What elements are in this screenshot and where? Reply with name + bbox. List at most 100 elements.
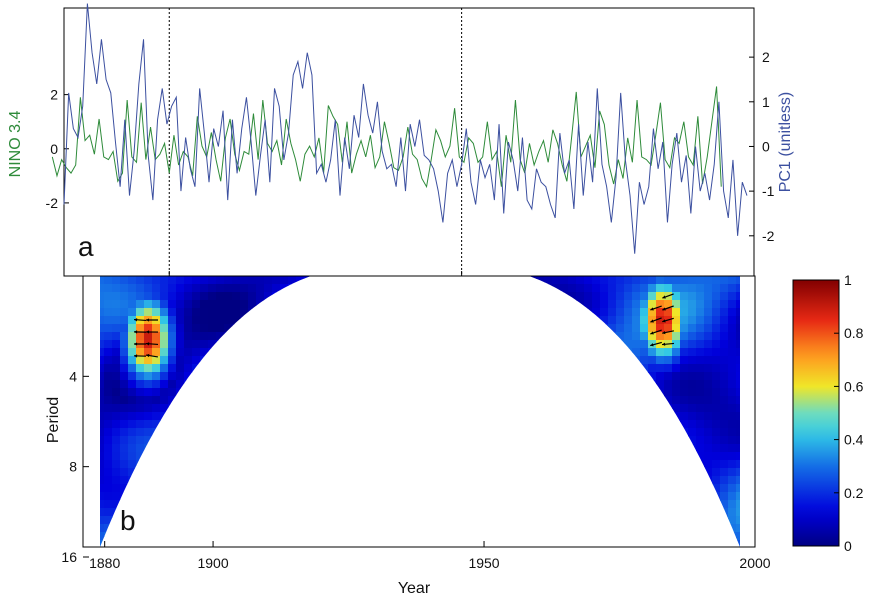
heatmap-cell [376,332,385,341]
heatmap-cell [224,508,233,517]
heatmap-cell [336,372,345,381]
heatmap-cell [520,380,529,389]
heatmap-cell [568,484,577,493]
heatmap-cell [336,436,345,445]
heatmap-cell [256,428,265,437]
heatmap-cell [472,316,481,325]
heatmap-cell [656,476,665,485]
heatmap-cell [480,284,489,293]
heatmap-cell [736,404,740,413]
heatmap-cell [656,308,665,317]
heatmap-cell [648,292,657,301]
heatmap-cell [544,404,553,413]
heatmap-cell [192,428,201,437]
heatmap-cell [440,388,449,397]
heatmap-cell [672,276,681,285]
heatmap-cell [680,324,689,333]
heatmap-cell [144,356,153,365]
heatmap-cell [352,468,361,477]
heatmap-cell [480,276,489,285]
heatmap-cell [528,460,537,469]
heatmap-cell [216,484,225,493]
heatmap-cell [296,444,305,453]
heatmap-cell [224,300,233,309]
heatmap-cell [424,372,433,381]
heatmap-cell [192,348,201,357]
heatmap-cell [728,484,737,493]
heatmap-cell [688,356,697,365]
heatmap-cell [440,500,449,509]
heatmap-cell [576,388,585,397]
heatmap-cell [288,444,297,453]
heatmap-cell [248,300,257,309]
heatmap-cell [608,396,617,405]
heatmap-cell [392,516,401,525]
heatmap-cell [304,516,313,525]
heatmap-cell [128,372,137,381]
heatmap-cell [576,460,585,469]
heatmap-cell [232,340,241,349]
heatmap-cell [680,524,689,533]
heatmap-cell [320,332,329,341]
heatmap-cell [352,452,361,461]
heatmap-cell [104,380,113,389]
phase-arrow [409,486,423,490]
heatmap-cell [360,292,369,301]
heatmap-cell [568,380,577,389]
heatmap-cell [600,476,609,485]
heatmap-cell [688,404,697,413]
heatmap-cell [600,500,609,509]
phase-arrow-head [134,318,138,322]
heatmap-cell [672,308,681,317]
heatmap-cell [192,388,201,397]
heatmap-cell [576,532,585,541]
heatmap-cell [440,276,449,285]
heatmap-cell [168,412,177,421]
heatmap-cell [192,524,201,533]
heatmap-cell [416,380,425,389]
heatmap-cell [720,420,729,429]
heatmap-cell [368,300,377,309]
heatmap-cell [152,292,161,301]
heatmap-cell [440,332,449,341]
heatmap-cell [240,500,249,509]
heatmap-cell [712,284,721,293]
heatmap-cell [496,324,505,333]
heatmap-cell [344,444,353,453]
heatmap-cell [624,332,633,341]
heatmap-cell [528,436,537,445]
heatmap-cell [256,300,265,309]
heatmap-cell [224,420,233,429]
heatmap-cell [272,308,281,317]
phase-arrow-head [518,331,522,335]
heatmap-cell [720,436,729,445]
heatmap-cell [400,388,409,397]
heatmap-cell [688,500,697,509]
heatmap-cell [248,476,257,485]
heatmap-cell [336,420,345,429]
heatmap-cell [592,292,601,301]
heatmap-cell [672,516,681,525]
heatmap-cell [416,460,425,469]
heatmap-cell [168,420,177,429]
heatmap-cell [100,524,105,533]
heatmap-cell [584,468,593,477]
heatmap-cell [288,332,297,341]
heatmap-cell [496,276,505,285]
heatmap-cell [600,380,609,389]
heatmap-cell [672,500,681,509]
heatmap-cell [544,324,553,333]
heatmap-cell [520,292,529,301]
heatmap-cell [360,508,369,517]
heatmap-cell [728,468,737,477]
heatmap-cell [512,444,521,453]
heatmap-cell [216,356,225,365]
heatmap-cell [128,476,137,485]
heatmap-cell [504,508,513,517]
heatmap-cell [136,444,145,453]
heatmap-cell [152,300,161,309]
heatmap-cell [144,444,153,453]
heatmap-cell [256,524,265,533]
heatmap-cell [528,484,537,493]
heatmap-cell [392,420,401,429]
